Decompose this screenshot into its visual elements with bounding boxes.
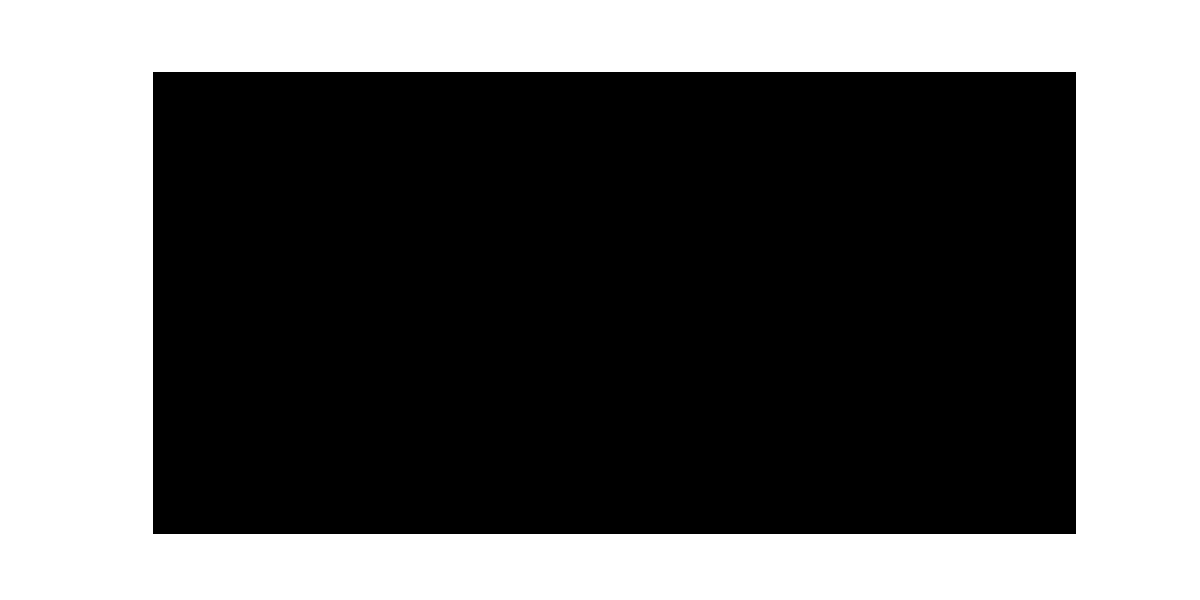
word-cloud-canvas bbox=[153, 72, 1076, 534]
word-cloud bbox=[153, 72, 1076, 534]
